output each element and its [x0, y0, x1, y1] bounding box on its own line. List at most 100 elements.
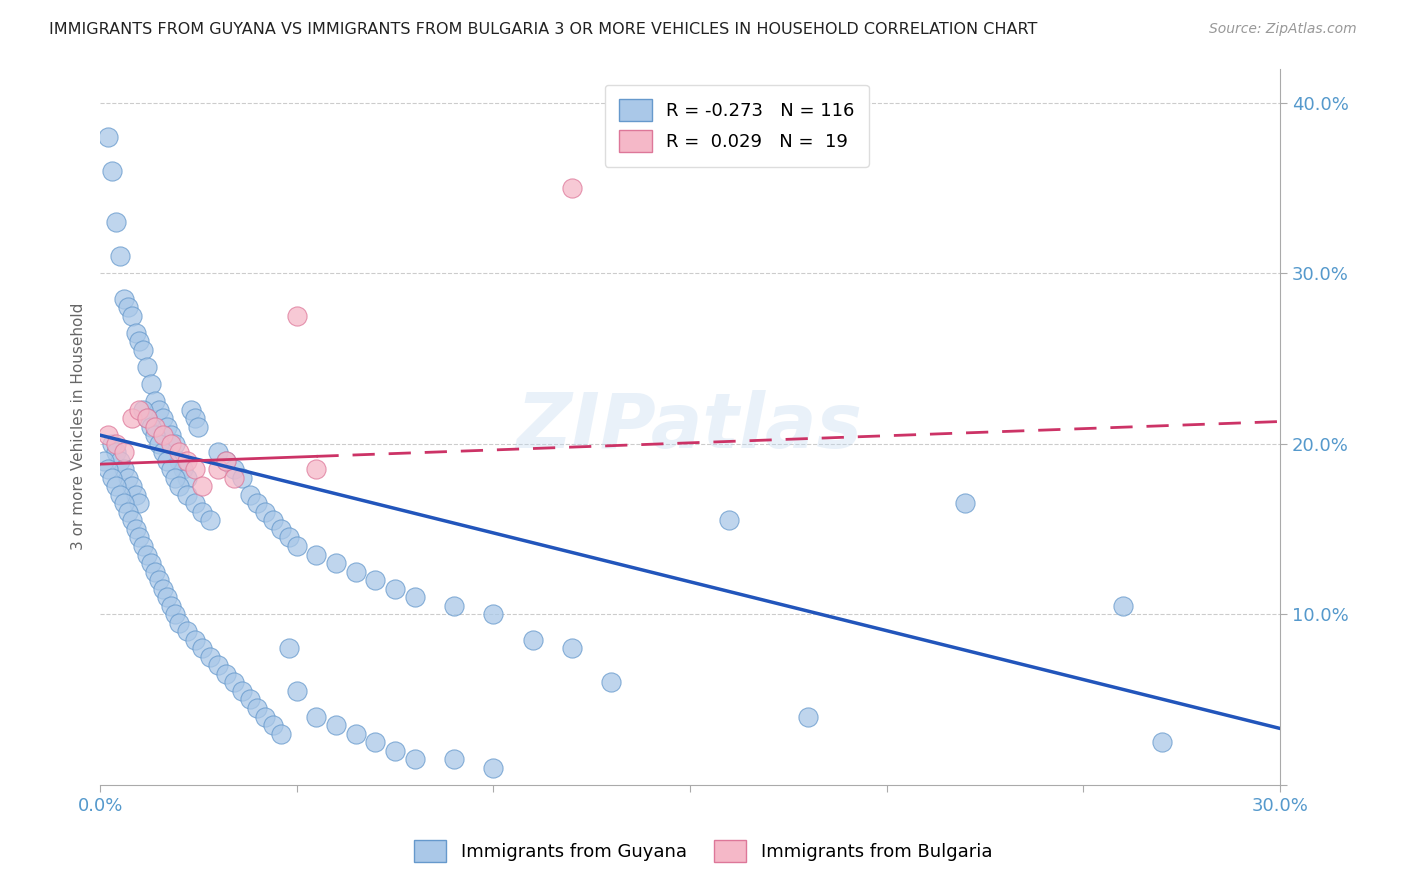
- Point: [152, 582, 174, 596]
- Point: [97, 462, 120, 476]
- Point: [200, 649, 222, 664]
- Point: [128, 531, 150, 545]
- Point: [124, 326, 146, 340]
- Point: [152, 411, 174, 425]
- Point: [277, 531, 299, 545]
- Point: [176, 471, 198, 485]
- Point: [207, 445, 229, 459]
- Point: [305, 548, 328, 562]
- Point: [239, 488, 262, 502]
- Point: [163, 436, 186, 450]
- Point: [108, 454, 131, 468]
- Point: [207, 462, 229, 476]
- Point: [143, 565, 166, 579]
- Y-axis label: 3 or more Vehicles in Household: 3 or more Vehicles in Household: [72, 303, 86, 550]
- Point: [117, 505, 139, 519]
- Point: [183, 632, 205, 647]
- Point: [104, 445, 127, 459]
- Point: [143, 419, 166, 434]
- Point: [148, 436, 170, 450]
- Point: [404, 752, 426, 766]
- Point: [108, 249, 131, 263]
- Point: [215, 667, 238, 681]
- Point: [172, 462, 194, 476]
- Point: [117, 300, 139, 314]
- Point: [1112, 599, 1135, 613]
- Point: [200, 513, 222, 527]
- Point: [285, 309, 308, 323]
- Point: [132, 402, 155, 417]
- Point: [141, 376, 163, 391]
- Point: [600, 675, 623, 690]
- Point: [112, 496, 135, 510]
- Point: [101, 164, 124, 178]
- Point: [148, 402, 170, 417]
- Point: [364, 735, 387, 749]
- Point: [482, 607, 505, 622]
- Point: [191, 479, 214, 493]
- Point: [183, 462, 205, 476]
- Point: [156, 419, 179, 434]
- Point: [522, 632, 544, 647]
- Point: [136, 359, 159, 374]
- Point: [231, 471, 253, 485]
- Point: [101, 471, 124, 485]
- Point: [797, 709, 820, 723]
- Text: IMMIGRANTS FROM GUYANA VS IMMIGRANTS FROM BULGARIA 3 OR MORE VEHICLES IN HOUSEHO: IMMIGRANTS FROM GUYANA VS IMMIGRANTS FRO…: [49, 22, 1038, 37]
- Point: [1152, 735, 1174, 749]
- Point: [443, 752, 465, 766]
- Point: [187, 419, 209, 434]
- Point: [128, 402, 150, 417]
- Point: [132, 343, 155, 357]
- Point: [143, 394, 166, 409]
- Point: [215, 454, 238, 468]
- Point: [167, 479, 190, 493]
- Point: [143, 428, 166, 442]
- Point: [285, 539, 308, 553]
- Point: [112, 292, 135, 306]
- Point: [222, 675, 245, 690]
- Point: [183, 411, 205, 425]
- Point: [325, 556, 347, 570]
- Point: [148, 573, 170, 587]
- Point: [163, 607, 186, 622]
- Point: [262, 513, 284, 527]
- Point: [136, 548, 159, 562]
- Point: [117, 471, 139, 485]
- Point: [270, 522, 292, 536]
- Point: [482, 761, 505, 775]
- Point: [305, 709, 328, 723]
- Point: [285, 684, 308, 698]
- Point: [112, 445, 135, 459]
- Point: [156, 454, 179, 468]
- Point: [561, 641, 583, 656]
- Point: [183, 496, 205, 510]
- Point: [141, 419, 163, 434]
- Point: [215, 454, 238, 468]
- Point: [325, 718, 347, 732]
- Point: [180, 402, 202, 417]
- Point: [404, 590, 426, 604]
- Point: [97, 129, 120, 144]
- Text: Source: ZipAtlas.com: Source: ZipAtlas.com: [1209, 22, 1357, 37]
- Legend: Immigrants from Guyana, Immigrants from Bulgaria: Immigrants from Guyana, Immigrants from …: [406, 833, 1000, 870]
- Point: [136, 411, 159, 425]
- Point: [270, 726, 292, 740]
- Point: [141, 556, 163, 570]
- Point: [121, 513, 143, 527]
- Point: [124, 522, 146, 536]
- Point: [152, 445, 174, 459]
- Point: [124, 488, 146, 502]
- Point: [344, 565, 367, 579]
- Point: [191, 641, 214, 656]
- Point: [104, 479, 127, 493]
- Point: [384, 744, 406, 758]
- Point: [955, 496, 977, 510]
- Point: [167, 445, 190, 459]
- Point: [104, 436, 127, 450]
- Point: [443, 599, 465, 613]
- Point: [277, 641, 299, 656]
- Point: [121, 479, 143, 493]
- Point: [160, 462, 183, 476]
- Point: [222, 471, 245, 485]
